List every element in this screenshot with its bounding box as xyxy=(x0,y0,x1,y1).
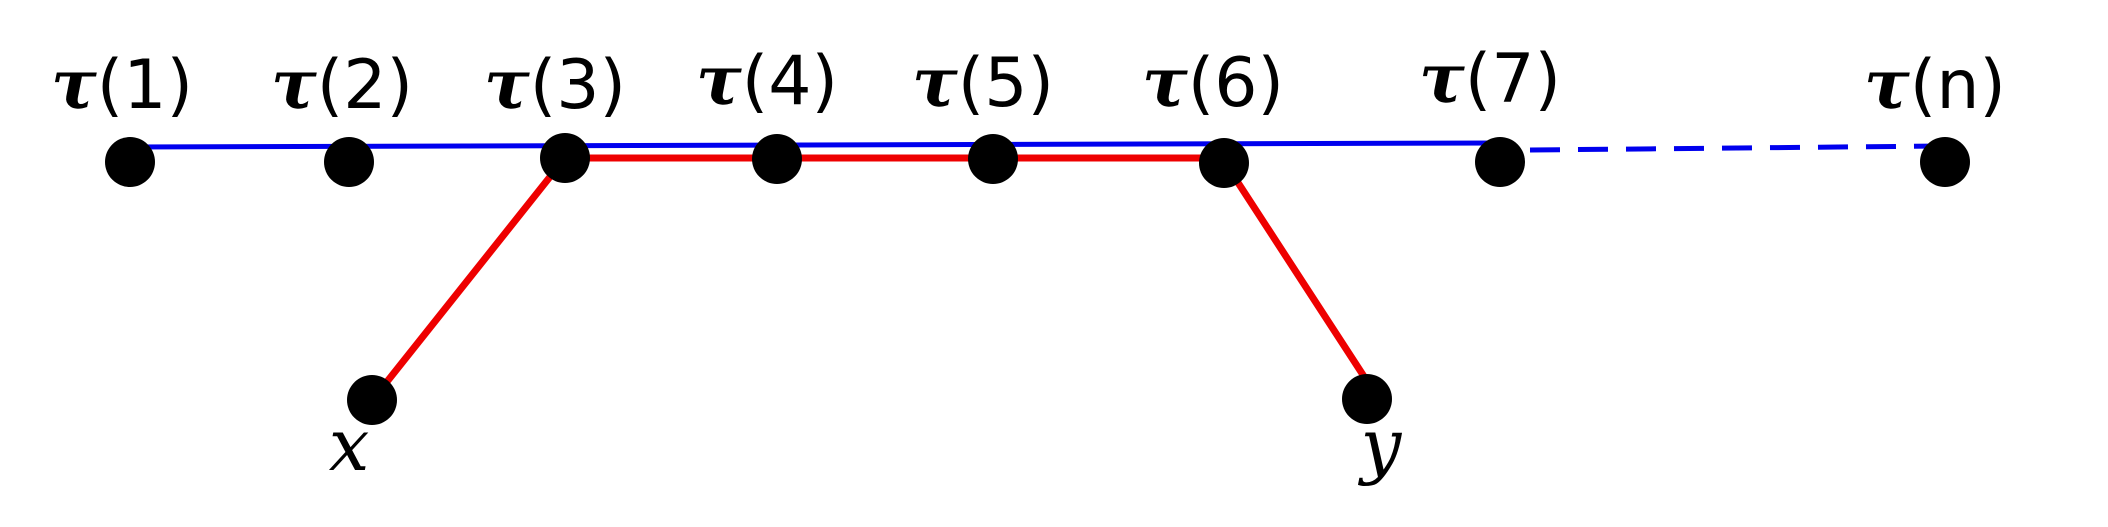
node-label: τ(4) xyxy=(696,41,838,121)
node-symbol: τ xyxy=(912,43,958,123)
node xyxy=(324,137,374,187)
node xyxy=(105,137,155,187)
node-symbol: τ xyxy=(1864,45,1910,125)
endpoint-label: y xyxy=(1358,403,1403,487)
node-label: τ(3) xyxy=(484,45,626,125)
node xyxy=(1920,137,1970,187)
node xyxy=(1342,374,1392,424)
node-index: (3) xyxy=(530,46,626,125)
node-label: τ(1) xyxy=(51,45,193,125)
node-label: τ(6) xyxy=(1142,43,1284,123)
node-label: τ(2) xyxy=(271,45,413,125)
node-index: (7) xyxy=(1465,40,1561,119)
node-label: τ(n) xyxy=(1864,45,2006,125)
node xyxy=(540,133,590,183)
node-label: τ(5) xyxy=(912,43,1054,123)
node-index: (2) xyxy=(317,46,413,125)
node-index: (1) xyxy=(97,46,193,125)
node xyxy=(1475,137,1525,187)
node-index: (n) xyxy=(1910,46,2006,125)
path-dashed xyxy=(1529,143,1946,153)
node xyxy=(347,375,397,425)
node-symbol: τ xyxy=(51,45,97,125)
node-index: (4) xyxy=(742,42,838,121)
node-symbol: τ xyxy=(271,45,317,125)
node-index: (5) xyxy=(958,44,1054,123)
endpoint-label: x xyxy=(329,403,370,487)
node xyxy=(968,134,1018,184)
node-symbol: τ xyxy=(484,45,530,125)
red-path xyxy=(375,154,1381,400)
node xyxy=(752,134,802,184)
node-symbol: τ xyxy=(696,41,742,121)
node xyxy=(1199,138,1249,188)
node-symbol: τ xyxy=(1419,39,1465,119)
node-index: (6) xyxy=(1188,44,1284,123)
node-symbol: τ xyxy=(1142,43,1188,123)
node-label: τ(7) xyxy=(1419,39,1561,119)
